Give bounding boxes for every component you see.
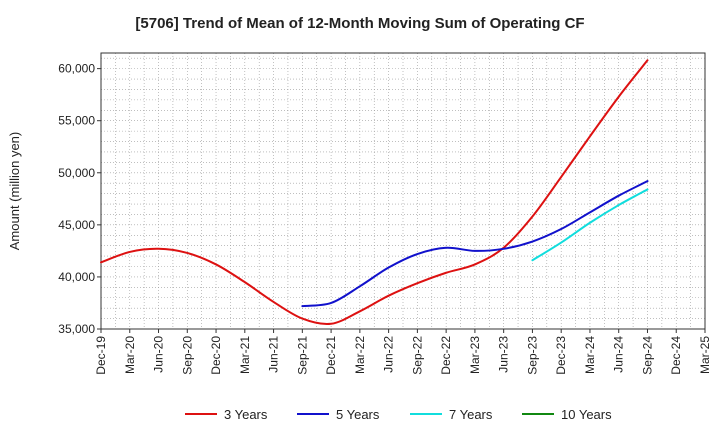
grid (100, 53, 706, 330)
x-tick-label: Sep-22 (410, 336, 424, 375)
x-tick-label: Dec-24 (669, 336, 683, 375)
x-tick-label: Dec-21 (324, 336, 338, 375)
x-tick-label: Dec-20 (209, 336, 223, 375)
x-tick-label: Jun-22 (382, 336, 396, 373)
x-tick-label: Jun-24 (612, 336, 626, 373)
series-line-5-years (301, 180, 649, 308)
x-tick-label: Sep-23 (525, 336, 539, 375)
x-tick-label: Mar-20 (123, 336, 137, 374)
plot-frame (100, 52, 706, 330)
y-tick-label: 45,000 (58, 218, 95, 232)
y-tick-label: 40,000 (58, 270, 95, 284)
legend-label: 3 Years (224, 407, 268, 422)
x-tick-label: Mar-21 (238, 336, 252, 374)
y-tick-label: 55,000 (58, 114, 95, 128)
y-axis-label: Amount (million yen) (7, 132, 22, 251)
x-tick-label: Mar-25 (698, 336, 712, 374)
y-tick-label: 35,000 (58, 322, 95, 336)
x-tick-label: Mar-22 (353, 336, 367, 374)
chart-title: [5706] Trend of Mean of 12-Month Moving … (135, 15, 584, 32)
x-axis: Dec-19 Mar-20 Jun-20 Sep-20 Dec-20 Mar-21 Jun-… (94, 329, 712, 375)
legend-label: 7 Years (449, 407, 493, 422)
x-tick-label: Mar-23 (468, 336, 482, 374)
legend: 3 Years 5 Years 7 Years 10 Years (185, 407, 612, 422)
y-tick-label: 60,000 (58, 62, 95, 76)
x-tick-label: Dec-22 (439, 336, 453, 375)
legend-label: 10 Years (561, 407, 612, 422)
x-tick-label: Sep-21 (295, 336, 309, 375)
series-line-3-years (100, 59, 649, 326)
y-tick-label: 50,000 (58, 166, 95, 180)
x-tick-label: Dec-23 (554, 336, 568, 375)
x-tick-label: Jun-20 (152, 336, 166, 373)
x-tick-label: Sep-24 (640, 336, 654, 375)
series-group (100, 59, 649, 326)
x-tick-label: Jun-23 (497, 336, 511, 373)
x-tick-label: Jun-21 (267, 336, 281, 373)
x-tick-label: Sep-20 (180, 336, 194, 375)
x-tick-label: Mar-24 (583, 336, 597, 374)
series-line-7-years (531, 188, 649, 262)
y-axis: 35,000 40,000 45,000 50,000 55,000 60,000 (58, 62, 101, 336)
x-tick-label: Dec-19 (94, 336, 108, 375)
legend-label: 5 Years (336, 407, 380, 422)
